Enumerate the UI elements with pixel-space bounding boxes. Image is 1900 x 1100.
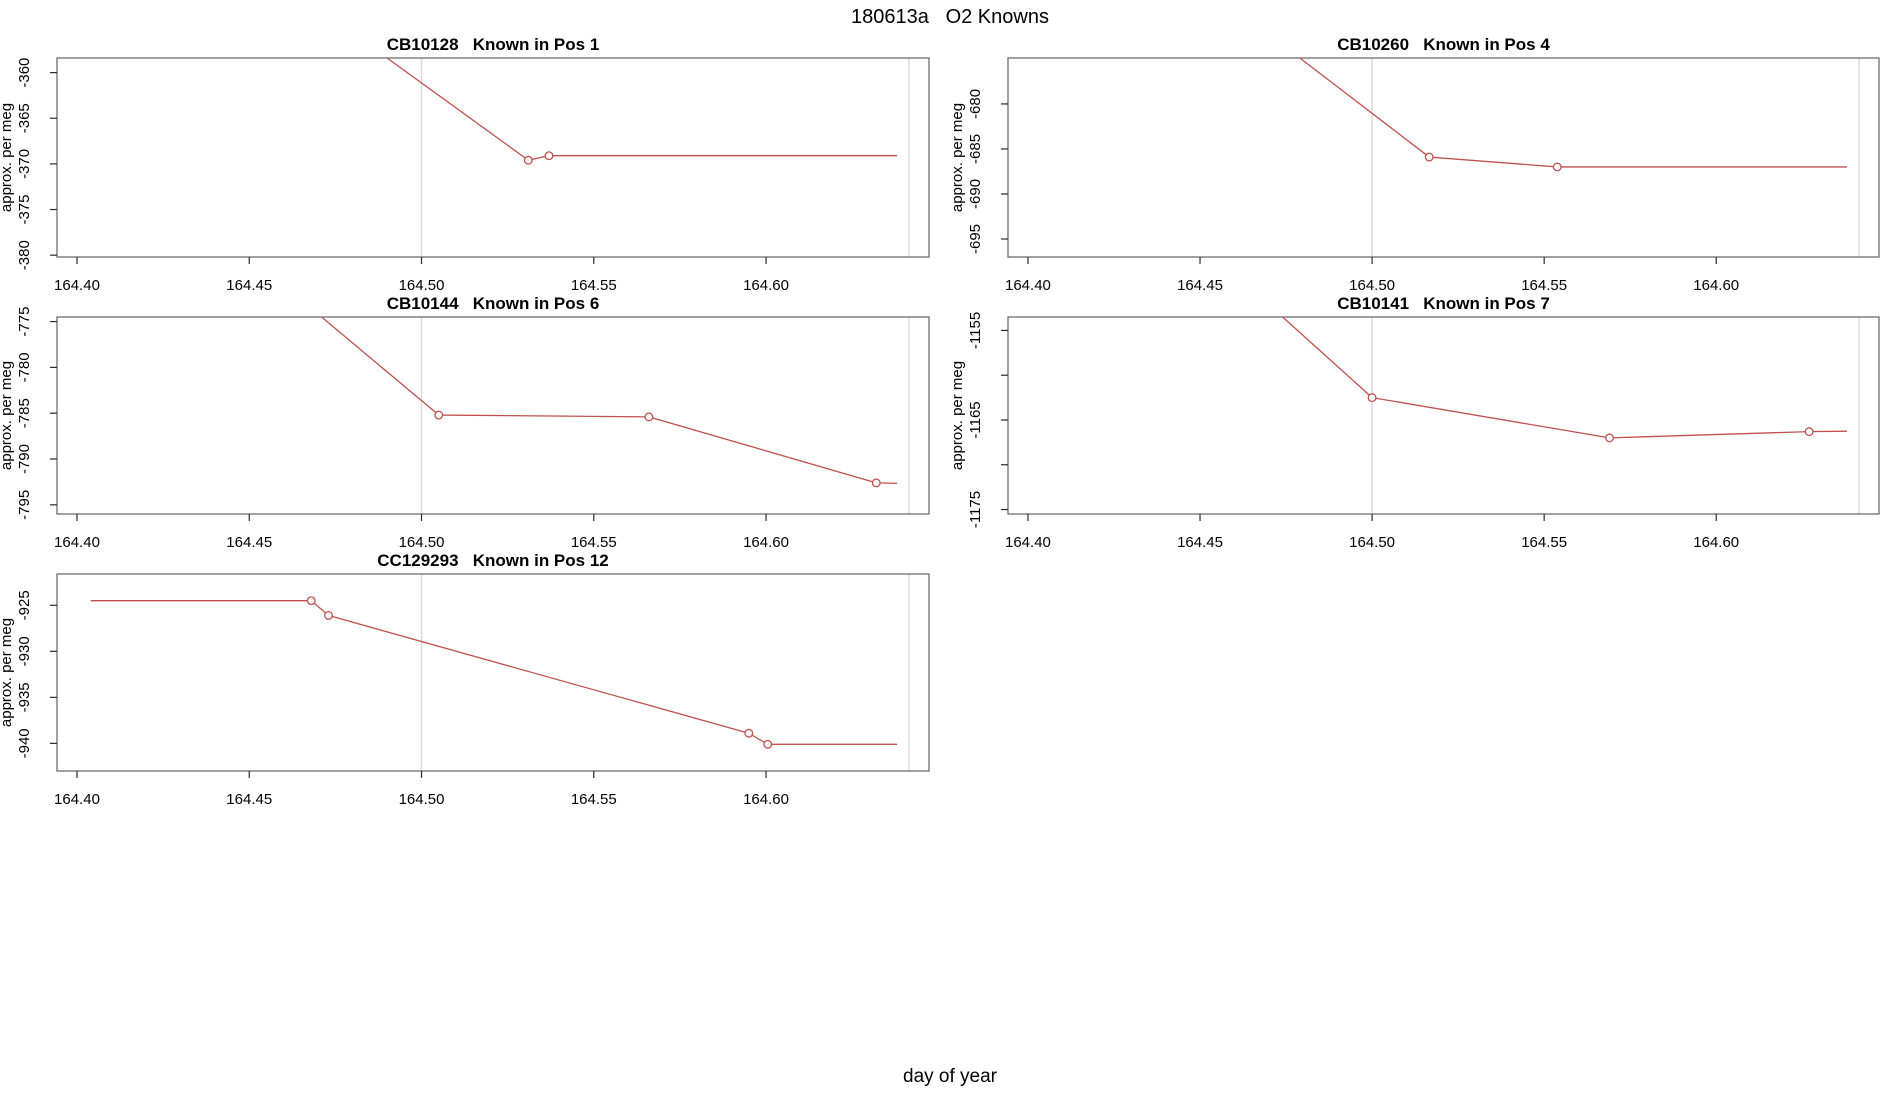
data-point-marker — [544, 151, 554, 161]
y-tick-label: -780 — [16, 352, 33, 382]
x-tick-label: 164.50 — [1349, 277, 1395, 294]
y-axis-title: approx. per meg — [0, 361, 15, 470]
data-point-marker — [324, 610, 333, 620]
y-axis-title: approx. per meg — [0, 103, 15, 212]
x-tick-label: 164.50 — [399, 277, 445, 294]
y-axis-title: approx. per meg — [0, 618, 15, 727]
data-point-marker — [1605, 433, 1614, 443]
x-tick-label: 164.40 — [54, 791, 100, 808]
y-tick-label: -795 — [16, 490, 33, 520]
x-tick-label: 164.55 — [571, 791, 617, 808]
x-tick-label: 164.55 — [1521, 277, 1567, 294]
x-tick-label: 164.45 — [226, 534, 272, 551]
y-tick-label: -695 — [967, 224, 984, 254]
data-point-marker — [1804, 427, 1814, 437]
page-title: 180613a O2 Knowns — [851, 6, 1049, 28]
x-tick-label: 164.45 — [226, 791, 272, 808]
y-tick-label: -680 — [967, 89, 984, 119]
x-tick-label: 164.45 — [226, 277, 272, 294]
x-tick-label: 164.45 — [1177, 277, 1223, 294]
series-line — [1299, 57, 1847, 168]
x-tick-label: 164.55 — [1521, 534, 1567, 551]
series-line — [321, 316, 897, 484]
y-tick-label: -690 — [967, 179, 984, 209]
x-tick-label: 164.40 — [1005, 277, 1051, 294]
data-point-marker — [1424, 152, 1434, 162]
panel-box — [1007, 316, 1880, 515]
y-tick-label: -925 — [16, 590, 33, 620]
panel-box — [1007, 57, 1880, 258]
panel-box — [56, 573, 930, 772]
panel-box — [56, 316, 930, 515]
y-tick-label: -1165 — [967, 401, 984, 438]
data-point-marker — [523, 155, 533, 165]
x-tick-label: 164.60 — [743, 277, 789, 294]
x-tick-label: 164.40 — [54, 277, 100, 294]
x-tick-label: 164.60 — [743, 791, 789, 808]
y-tick-label: -790 — [16, 444, 33, 474]
y-tick-label: -930 — [16, 636, 33, 666]
y-tick-label: -775 — [16, 307, 33, 337]
x-tick-label: 164.40 — [1005, 534, 1051, 551]
x-tick-label: 164.60 — [1693, 534, 1739, 551]
y-tick-label: -785 — [16, 398, 33, 428]
panel-title: CC129293 Known in Pos 12 — [377, 551, 608, 570]
data-point-marker — [744, 728, 754, 738]
panel-title: CB10141 Known in Pos 7 — [1337, 294, 1550, 313]
y-axis-title: approx. per meg — [949, 361, 966, 470]
x-tick-label: 164.50 — [399, 791, 445, 808]
y-tick-label: -935 — [16, 682, 33, 712]
y-tick-label: -380 — [16, 240, 33, 270]
data-point-marker — [763, 739, 773, 749]
x-tick-label: 164.55 — [571, 277, 617, 294]
data-point-marker — [1552, 162, 1562, 172]
y-tick-label: -370 — [16, 149, 33, 179]
data-point-marker — [434, 410, 444, 420]
y-tick-label: -360 — [16, 58, 33, 88]
series-line — [90, 600, 897, 745]
y-tick-label: -1155 — [967, 312, 984, 349]
data-point-marker — [306, 596, 316, 606]
panel-title: CB10128 Known in Pos 1 — [387, 35, 600, 54]
x-tick-label: 164.55 — [571, 534, 617, 551]
x-axis-label: day of year — [903, 1066, 997, 1087]
y-tick-label: -685 — [967, 134, 984, 164]
series-line — [386, 57, 897, 161]
x-tick-label: 164.45 — [1177, 534, 1223, 551]
data-point-marker — [1367, 393, 1377, 403]
panel-box — [56, 57, 930, 258]
data-point-marker — [644, 412, 654, 422]
series-line — [1282, 316, 1848, 439]
x-tick-label: 164.60 — [1693, 277, 1739, 294]
panel-title: CB10144 Known in Pos 6 — [387, 294, 600, 313]
y-tick-label: -1175 — [967, 491, 984, 528]
y-tick-label: -375 — [16, 195, 33, 225]
x-tick-label: 164.50 — [1349, 534, 1395, 551]
y-tick-label: -940 — [16, 728, 33, 758]
data-point-marker — [871, 478, 881, 488]
x-tick-label: 164.60 — [743, 534, 789, 551]
y-axis-title: approx. per meg — [949, 103, 966, 212]
x-tick-label: 164.40 — [54, 534, 100, 551]
panel-title: CB10260 Known in Pos 4 — [1337, 35, 1550, 54]
y-tick-label: -365 — [16, 103, 33, 133]
x-tick-label: 164.50 — [399, 534, 445, 551]
